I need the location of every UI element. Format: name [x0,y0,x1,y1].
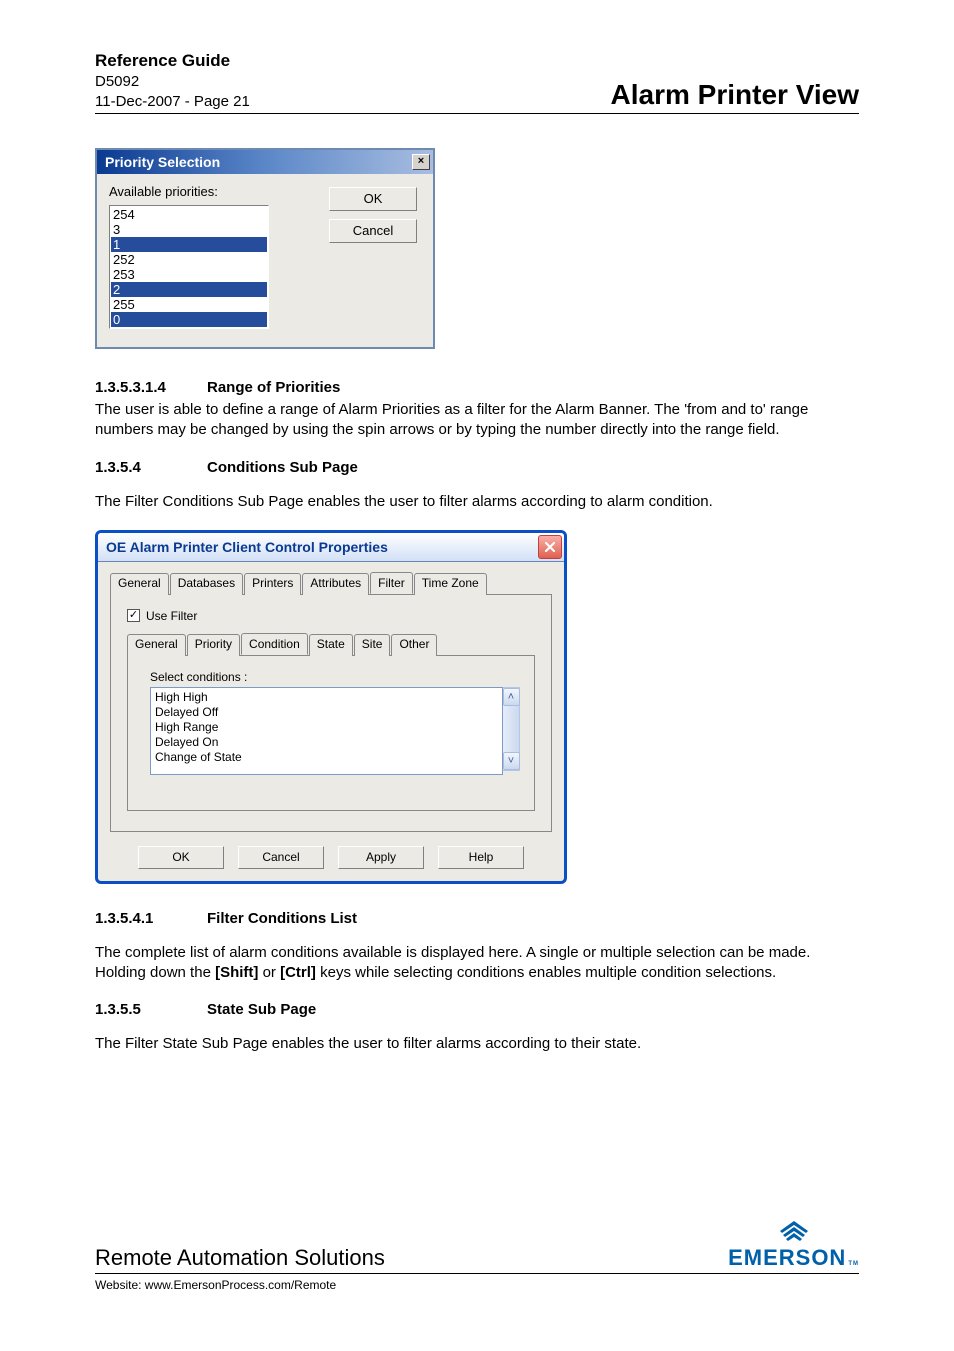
tab-attributes[interactable]: Attributes [302,573,369,595]
body-text: The complete list of alarm conditions av… [95,943,859,984]
conditions-listbox[interactable]: High High Delayed Off High Range Delayed… [150,687,503,775]
list-item[interactable]: 253 [111,267,267,282]
use-filter-row: ✓ Use Filter [127,609,535,623]
reference-guide-label: Reference Guide [95,50,250,72]
page-title: Alarm Printer View [611,79,859,111]
list-item[interactable]: 252 [111,252,267,267]
tab-inner-state[interactable]: State [309,634,353,656]
dialog-title: OE Alarm Printer Client Control Properti… [106,539,388,555]
page-footer: Remote Automation Solutions EMERSONTM [95,1213,859,1274]
section-heading: 1.3.5.3.1.4 Range of Priorities [95,379,859,396]
website-label: Website: www.EmersonProcess.com/Remote [95,1278,859,1292]
emerson-mark-icon [776,1213,812,1243]
close-button[interactable]: × [412,154,430,170]
close-icon [544,541,556,553]
doc-id: D5092 [95,72,250,92]
control-properties-dialog: OE Alarm Printer Client Control Properti… [95,530,567,884]
inner-tab-panel: Select conditions : High High Delayed Of… [127,656,535,811]
shift-key: [Shift] [215,964,258,981]
use-filter-checkbox[interactable]: ✓ [127,609,140,622]
list-item[interactable]: 255 [111,297,267,312]
select-conditions-label: Select conditions : [150,670,520,684]
apply-button[interactable]: Apply [338,846,424,869]
heading-number: 1.3.5.5 [95,1001,207,1018]
body-text: The Filter State Sub Page enables the us… [95,1034,859,1054]
dialog-body: Available priorities: 254 3 1 252 253 2 … [97,174,433,347]
header-left: Reference Guide D5092 11-Dec-2007 - Page… [95,50,250,111]
tab-inner-general[interactable]: General [127,634,186,656]
text-fragment: keys while selecting conditions enables … [316,964,776,981]
list-item[interactable]: 1 [111,237,267,252]
emerson-tm: TM [848,1261,859,1267]
use-filter-label: Use Filter [146,609,197,623]
ctrl-key: [Ctrl] [280,964,316,981]
ok-button[interactable]: OK [329,187,417,211]
tab-general[interactable]: General [110,573,169,595]
priority-selection-dialog: Priority Selection × Available prioritie… [95,148,435,349]
list-item[interactable]: Delayed Off [155,705,498,720]
tab-inner-priority[interactable]: Priority [187,634,240,656]
text-fragment: or [258,964,280,981]
emerson-logo: EMERSONTM [728,1213,859,1271]
heading-number: 1.3.5.3.1.4 [95,379,207,396]
body-text: The user is able to define a range of Al… [95,400,859,441]
body-text: The Filter Conditions Sub Page enables t… [95,492,859,512]
list-item[interactable]: Change of State [155,750,498,765]
dialog-title-bar: Priority Selection × [97,150,433,174]
scroll-up-icon[interactable]: ˄ [503,688,520,706]
dialog-title-bar: OE Alarm Printer Client Control Properti… [98,533,564,562]
document-page: Reference Guide D5092 11-Dec-2007 - Page… [0,0,954,1332]
tab-printers[interactable]: Printers [244,573,301,595]
page-header: Reference Guide D5092 11-Dec-2007 - Page… [95,50,859,114]
tab-time-zone[interactable]: Time Zone [414,573,487,595]
heading-number: 1.3.5.4.1 [95,910,207,927]
tab-inner-site[interactable]: Site [354,634,391,656]
section-heading: 1.3.5.5 State Sub Page [95,1001,859,1018]
tab-inner-condition[interactable]: Condition [241,633,308,655]
list-item[interactable]: 3 [111,222,267,237]
priorities-listbox[interactable]: 254 3 1 252 253 2 255 0 [109,205,269,329]
ok-button[interactable]: OK [138,846,224,869]
close-button[interactable] [538,535,562,559]
tab-filter[interactable]: Filter [370,572,413,594]
date-page: 11-Dec-2007 - Page 21 [95,92,250,112]
list-item[interactable]: High Range [155,720,498,735]
heading-number: 1.3.5.4 [95,459,207,476]
scroll-down-icon[interactable]: ˅ [503,752,520,770]
heading-title: Conditions Sub Page [207,459,358,476]
list-item[interactable]: 2 [111,282,267,297]
list-item[interactable]: 254 [111,207,267,222]
inner-tabstrip: General Priority Condition State Site Ot… [127,633,535,656]
heading-title: Filter Conditions List [207,910,357,927]
help-button[interactable]: Help [438,846,524,869]
scrollbar[interactable]: ˄ ˅ [503,687,520,771]
dialog-title: Priority Selection [105,154,220,170]
list-item[interactable]: Delayed On [155,735,498,750]
tab-databases[interactable]: Databases [170,573,243,595]
cancel-button[interactable]: Cancel [329,219,417,243]
section-heading: 1.3.5.4 Conditions Sub Page [95,459,859,476]
outer-tab-panel: ✓ Use Filter General Priority Condition … [110,595,552,832]
dialog-button-row: OK Cancel Apply Help [110,846,552,869]
cancel-button[interactable]: Cancel [238,846,324,869]
section-heading: 1.3.5.4.1 Filter Conditions List [95,910,859,927]
list-item[interactable]: High High [155,690,498,705]
tab-inner-other[interactable]: Other [391,634,437,656]
list-item[interactable]: 0 [111,312,267,327]
outer-tabstrip: General Databases Printers Attributes Fi… [110,572,552,595]
available-priorities-label: Available priorities: [109,184,309,199]
company-name: Remote Automation Solutions [95,1245,385,1271]
heading-title: State Sub Page [207,1001,316,1018]
heading-title: Range of Priorities [207,379,340,396]
emerson-text: EMERSON [728,1245,846,1271]
